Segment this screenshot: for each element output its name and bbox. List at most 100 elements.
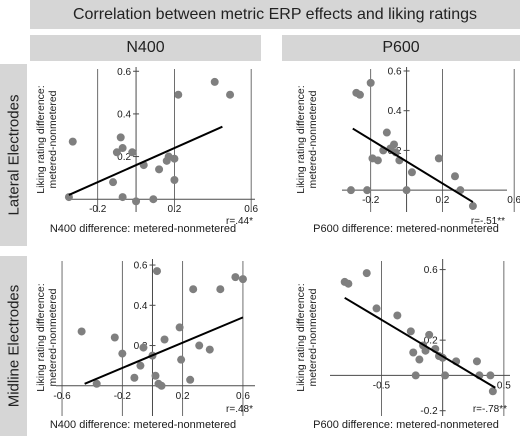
x-axis-label: P600 difference: metered-nonmetered [313, 223, 499, 235]
y-axis-label-line2: metered-nonmetered [47, 90, 59, 188]
y-tick-label: 0.2 [117, 152, 131, 163]
data-point [160, 335, 169, 344]
x-tick-label: -0.2 [362, 195, 380, 206]
data-point [130, 373, 139, 382]
y-axis-label: Liking rating difference:metered-nonmete… [35, 283, 59, 391]
data-point [175, 323, 184, 332]
data-point [238, 275, 247, 284]
scatter-panel-4: -0.5 0.5 -0.2 0.2 0.6 Liking rating differenc… [295, 259, 511, 431]
x-tick-label: -0.2 [114, 391, 132, 402]
y-axis-label-line1: Liking rating difference: [35, 85, 47, 193]
data-point [149, 195, 158, 204]
y-tick-label: 0.6 [388, 66, 402, 77]
y-axis-label-line1: Liking rating difference: [295, 283, 307, 391]
data-point [112, 148, 121, 157]
data-point [170, 154, 179, 163]
data-point [92, 379, 101, 388]
data-point [486, 371, 495, 380]
data-point [231, 273, 240, 282]
data-point [118, 144, 127, 153]
data-point [110, 333, 119, 342]
data-point [372, 304, 381, 313]
data-point [186, 375, 195, 384]
data-point [195, 341, 204, 350]
row-header-midline: Midline Electrodes [0, 256, 27, 436]
y-axis-label: Liking rating difference:metered-nonmete… [35, 85, 59, 193]
y-tick-label: 0.4 [388, 106, 402, 117]
data-point [344, 279, 353, 288]
row-header-lateral: Lateral Electrodes [0, 64, 27, 246]
y-tick-label: 0.6 [424, 265, 438, 276]
x-tick-label: 0.5 [497, 380, 511, 391]
data-point [355, 90, 364, 99]
regression-line [68, 125, 223, 196]
data-point [174, 90, 183, 99]
data-point [411, 371, 420, 380]
data-point [68, 137, 77, 146]
regression-line [84, 316, 244, 385]
x-tick-label: 0.2 [167, 204, 181, 215]
y-axis-label-line2: metered-nonmetered [47, 288, 59, 386]
data-point [406, 327, 415, 336]
correlation-annotation: r=.44* [226, 216, 253, 227]
data-point [139, 343, 148, 352]
data-point [362, 269, 371, 278]
data-point [393, 311, 402, 320]
y-tick-label: 0.2 [424, 336, 438, 347]
column-header-n400: N400 [30, 35, 261, 61]
data-point [421, 346, 430, 355]
data-point [210, 77, 219, 86]
y-axis-label-line1: Liking rating difference: [295, 85, 307, 193]
y-axis-label-line2: metered-nonmetered [307, 90, 319, 188]
y-tick-label: -0.2 [420, 406, 438, 417]
data-point [155, 165, 164, 174]
data-point [407, 168, 416, 177]
x-axis-label: P600 difference: metered-nonmetered [313, 419, 499, 431]
data-point [157, 381, 166, 390]
data-point [77, 327, 86, 336]
y-tick-label: 0.6 [134, 261, 148, 272]
y-axis-label: Liking rating difference:metered-nonmete… [295, 85, 319, 193]
correlation-annotation: r=-.51** [471, 216, 505, 227]
data-point [415, 355, 424, 364]
data-point [366, 78, 375, 87]
data-point [468, 202, 477, 211]
data-point [132, 197, 141, 206]
correlation-annotation: r=-.78** [473, 404, 507, 415]
data-point [170, 176, 179, 185]
data-point [128, 148, 137, 157]
x-tick-label: 0.6 [244, 204, 258, 215]
data-point [373, 156, 382, 165]
column-header-p600: P600 [282, 35, 520, 61]
regression-line [352, 127, 474, 203]
data-point [450, 172, 459, 181]
data-point [118, 349, 127, 358]
data-point [346, 186, 355, 195]
x-axis-label: N400 difference: metered-nonmetered [50, 419, 236, 431]
y-axis-label-line1: Liking rating difference: [35, 283, 47, 391]
data-point [205, 345, 214, 354]
x-tick-label: 0.2 [435, 195, 449, 206]
y-tick-label: 0.6 [117, 67, 131, 78]
data-point [382, 128, 391, 137]
data-point [390, 140, 399, 149]
y-axis-label: Liking rating difference:metered-nonmete… [295, 283, 319, 391]
figure-title: Correlation between metric ERP effects a… [30, 0, 520, 29]
data-point [434, 154, 443, 163]
y-axis-label-line2: metered-nonmetered [307, 288, 319, 386]
data-point [151, 371, 160, 380]
x-tick-label: -0.2 [89, 204, 107, 215]
data-point [441, 371, 450, 380]
data-point [425, 330, 434, 339]
data-point [136, 361, 145, 370]
scatter-panel-1: -0.2 0.2 0.6 0.2 0.4 0.6 Liking rating differe… [35, 67, 259, 235]
data-point [118, 193, 127, 202]
x-tick-label: 0.6 [236, 391, 250, 402]
x-tick-label: 0.6 [507, 195, 520, 206]
x-tick-label: 0.2 [176, 391, 190, 402]
data-point [472, 357, 481, 366]
data-point [409, 348, 418, 357]
